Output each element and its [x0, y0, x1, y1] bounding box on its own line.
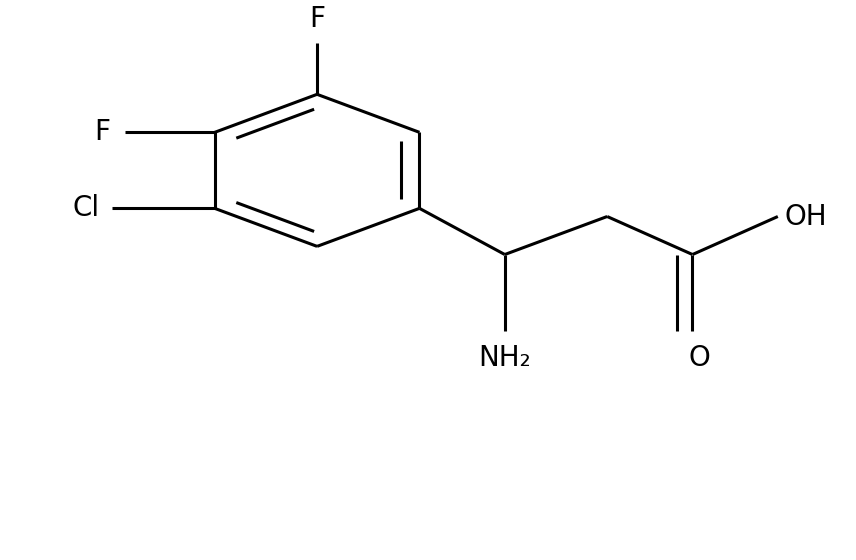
Text: F: F	[95, 118, 110, 146]
Text: Cl: Cl	[73, 194, 99, 222]
Text: F: F	[309, 5, 325, 33]
Text: O: O	[688, 344, 710, 372]
Text: OH: OH	[785, 203, 827, 231]
Text: NH₂: NH₂	[479, 344, 532, 372]
